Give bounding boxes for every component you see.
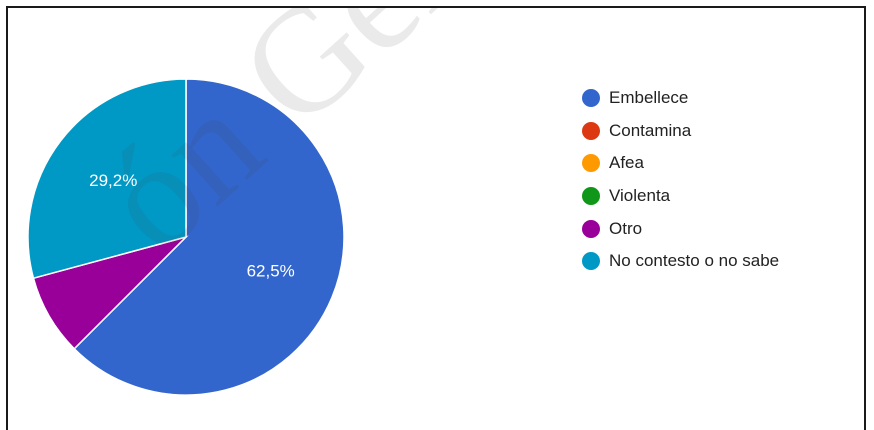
legend-item-no-contesto[interactable]: No contesto o no sabe xyxy=(582,245,779,278)
legend-item-afea[interactable]: Afea xyxy=(582,147,779,180)
pie-slice-no-contesto-o-no-sabe[interactable] xyxy=(27,78,187,280)
chart-frame: 62,5% 29,2% Embellece Contamina Afea Viol… xyxy=(6,6,866,430)
pie-slice-embellece[interactable] xyxy=(73,78,345,396)
pie-slices xyxy=(27,78,345,396)
slice-data-label: 29,2% xyxy=(89,171,137,190)
legend-label: Contamina xyxy=(609,120,692,140)
legend-item-otro[interactable]: Otro xyxy=(582,212,779,245)
legend-label: Violenta xyxy=(609,186,671,206)
pie-slice-labels: 62,5% 29,2% xyxy=(89,171,295,281)
pie-chart: 62,5% 29,2% xyxy=(27,78,345,396)
legend-swatch-icon xyxy=(582,154,600,173)
legend: Embellece Contamina Afea Violenta Otro N… xyxy=(582,82,779,278)
legend-item-embellece[interactable]: Embellece xyxy=(582,82,779,115)
legend-item-violenta[interactable]: Violenta xyxy=(582,180,779,213)
slice-data-label: 62,5% xyxy=(247,262,295,281)
legend-swatch-icon xyxy=(582,187,600,206)
legend-swatch-icon xyxy=(582,219,600,238)
legend-label: No contesto o no sabe xyxy=(609,251,780,271)
legend-label: Afea xyxy=(609,153,644,173)
legend-swatch-icon xyxy=(582,252,600,271)
legend-swatch-icon xyxy=(582,121,600,140)
legend-label: Embellece xyxy=(609,88,689,108)
legend-label: Otro xyxy=(609,218,643,238)
legend-swatch-icon xyxy=(582,89,600,108)
legend-item-contamina[interactable]: Contamina xyxy=(582,115,779,148)
